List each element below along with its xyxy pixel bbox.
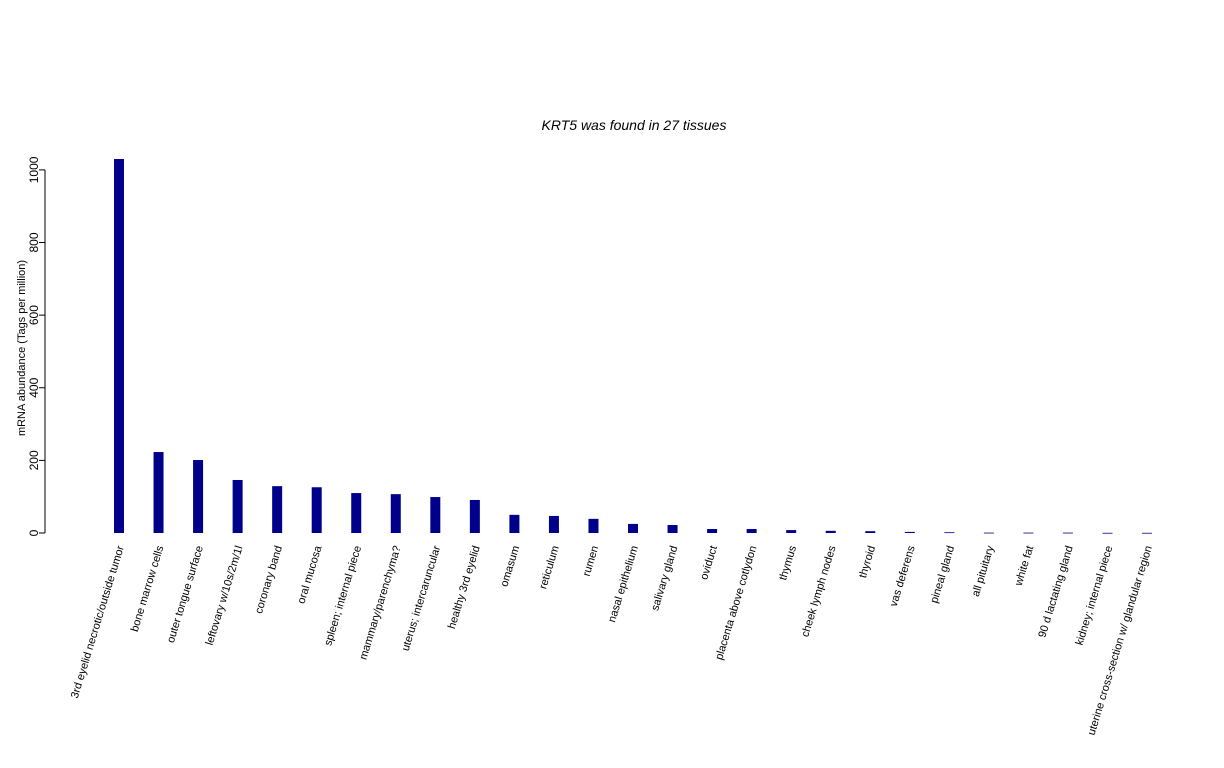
bar [351,493,362,533]
bar [667,525,678,533]
bar [1102,532,1113,534]
bar [707,529,718,533]
bar [311,487,322,533]
bar [232,479,243,533]
x-tick-label: white fat [1013,544,1037,588]
bar [786,530,797,533]
x-tick-label: healthy 3rd eyelid [446,544,483,630]
x-tick-label: cheek lymph nodes [799,544,838,639]
x-tick-label: uterus; intercaruncular [400,544,444,652]
bar [1062,532,1073,534]
x-tick-label: omasum [498,544,522,588]
x-tick-label: bone marrow cells [129,544,167,633]
x-tick-label: all pituitary [970,544,997,598]
x-tick-label: vas deferens [888,544,918,608]
x-tick-label: oviduct [698,544,720,581]
x-tick-label: 3rd eyelid necrotic/outside tumor [69,544,127,700]
chart-title: KRT5 was found in 27 tissues [542,117,727,133]
bar [153,452,164,533]
bar [1142,532,1153,534]
bar [944,532,955,534]
bar [430,497,441,533]
bar [193,460,204,533]
x-tick-label: placenta above cotlydon [713,544,759,661]
x-tick-label: spleen; internal piece [322,544,364,647]
x-tick-label: thymus [777,544,799,582]
bar [469,499,480,533]
x-tick-label: mammary/parenchyma? [357,544,403,661]
x-tick-label: salivary gland [649,544,680,612]
y-tick-label: 0 [27,529,41,536]
y-tick-label: 600 [27,305,41,325]
bar [825,530,836,533]
x-tick-label: 90 d lactating gland [1036,544,1075,639]
x-tick-label: nasal epithelium [606,544,641,624]
bar [628,523,639,533]
x-tick-label: coronary band [253,544,285,615]
bar [390,494,401,533]
bar [114,159,124,533]
x-tick-label: outer tongue surface [165,544,206,644]
x-tick-label: reticulum [537,544,562,590]
bar [272,486,283,533]
y-axis-label: mRNA abundance (Tags per million) [16,260,28,436]
bar [509,514,520,533]
x-tick-label: thyroid [857,544,878,579]
bar [548,515,559,533]
y-tick-label: 400 [27,377,41,397]
x-tick-label: kidney; internal piece [1074,544,1116,646]
x-tick-label: rumen [581,544,602,577]
bar [983,532,994,534]
x-tick-label: pineal gland [928,544,957,604]
y-tick-label: 1000 [27,156,41,183]
y-tick-label: 800 [27,232,41,252]
bar [865,531,876,533]
bar [904,531,915,533]
bar [746,529,757,533]
bar [1023,532,1034,534]
y-tick-label: 200 [27,450,41,470]
x-tick-label: oral mucosa [296,544,325,606]
x-tick-label: leftovary w/10s/2m/1l [204,544,246,646]
bar [588,518,599,533]
